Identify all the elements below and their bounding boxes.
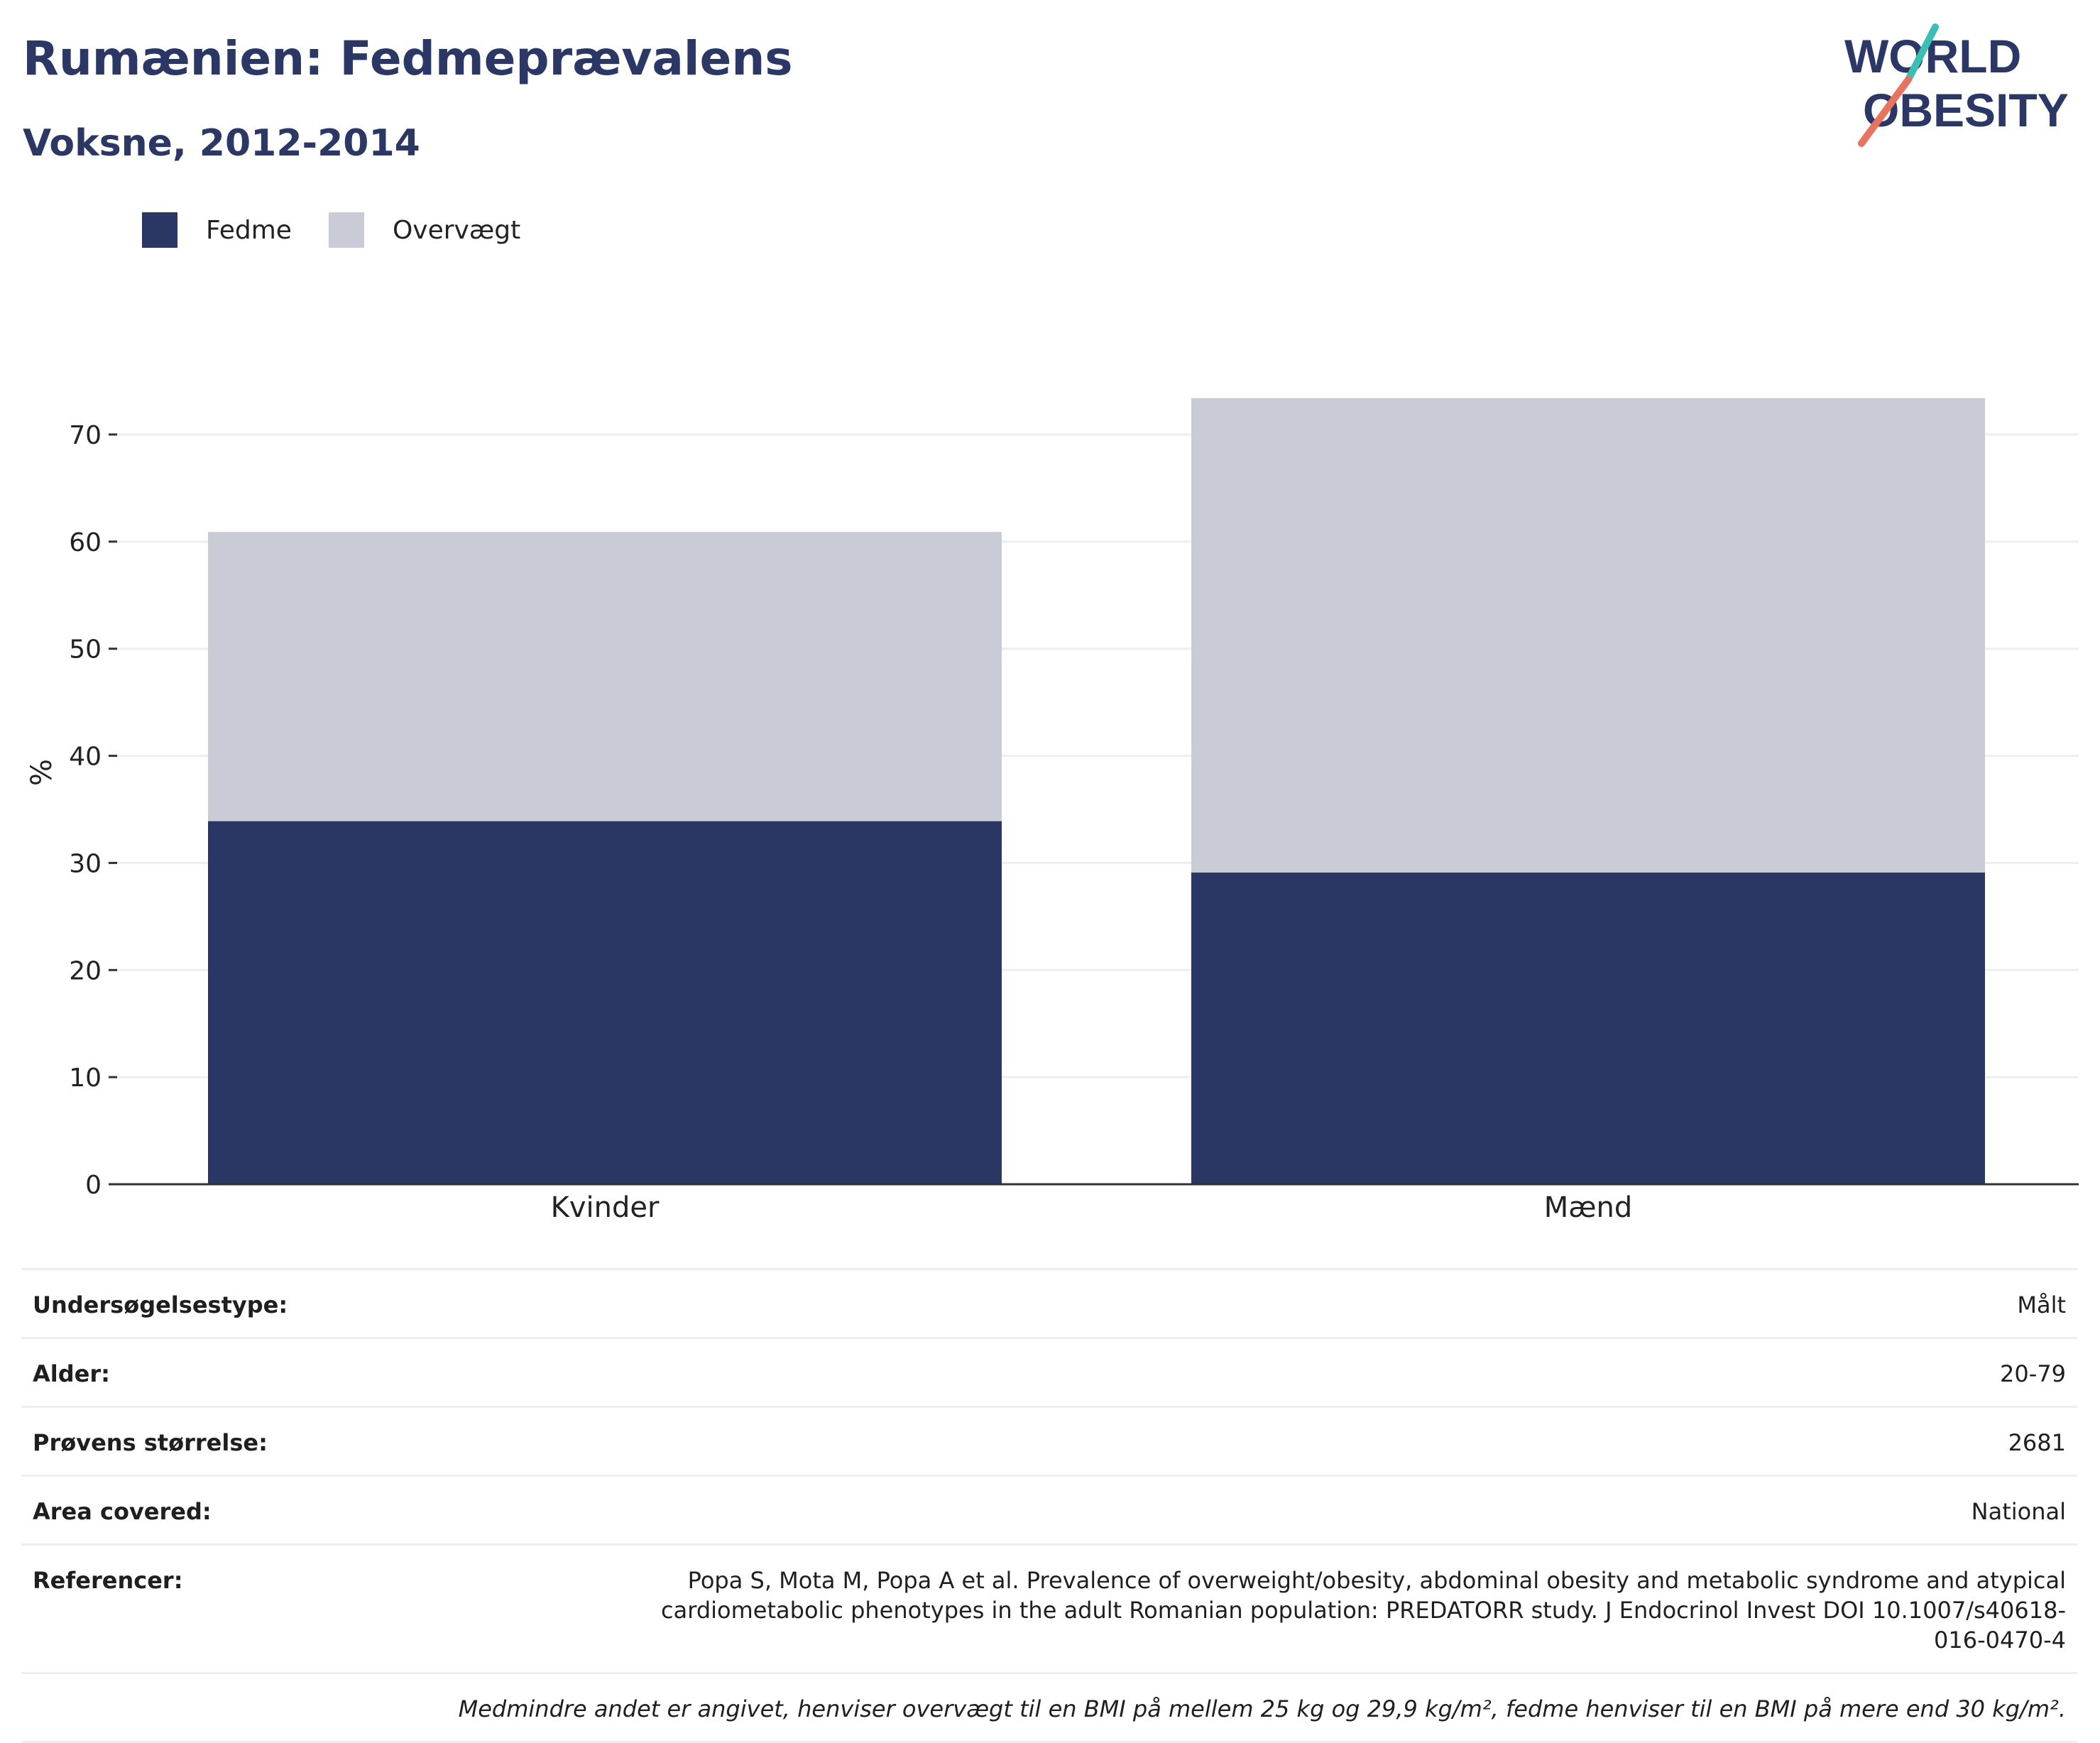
y-axis-label: % — [26, 759, 58, 786]
info-row-value: 20-79 — [2000, 1360, 2066, 1387]
legend-item-fedme[interactable]: Fedme — [142, 212, 292, 248]
legend-swatch-fedme — [142, 212, 177, 248]
y-tick-label: 50 — [69, 635, 102, 665]
chart-title: Rumænien: Fedmeprævalens — [23, 31, 793, 86]
bars — [208, 398, 1985, 1184]
y-tick-label: 40 — [69, 743, 102, 772]
y-tick-label: 0 — [85, 1171, 102, 1200]
y-tick-label: 10 — [69, 1064, 102, 1093]
info-row-label: Referencer: — [33, 1567, 183, 1594]
y-axis-ticks: 0 10 20 30 40 50 60 70 — [69, 421, 117, 1200]
y-tick-label: 60 — [69, 528, 102, 557]
y-tick-label: 30 — [69, 849, 102, 878]
x-tick-label: Mænd — [1544, 1191, 1633, 1224]
info-row: Area covered: National — [21, 1475, 2077, 1543]
legend-item-overvaegt[interactable]: Overvægt — [328, 212, 521, 248]
logo-teal-slash — [1905, 23, 1939, 83]
y-tick-label: 20 — [69, 956, 102, 985]
info-row-value: Målt — [2017, 1291, 2066, 1318]
bar-fedme-maend[interactable] — [1191, 873, 1985, 1184]
info-row-label: Prøvens størrelse: — [33, 1429, 268, 1456]
x-tick-label: Kvinder — [551, 1191, 660, 1224]
legend-label-fedme: Fedme — [206, 215, 292, 245]
info-table: Undersøgelsestype: Målt Alder: 20-79 Prøvens… — [21, 1268, 2077, 1743]
logo-coral-slash — [1858, 76, 1912, 147]
bar-overvaegt-kvinder[interactable] — [208, 532, 1002, 821]
info-row-label: Undersøgelsestype: — [33, 1291, 288, 1318]
bar-overvaegt-maend[interactable] — [1191, 398, 1985, 873]
info-row-label: Area covered: — [33, 1498, 212, 1525]
world-obesity-logo: WORLD OBESITY — [1844, 23, 2069, 147]
bar-chart: 0 10 20 30 40 50 60 70 Kvinder Mænd % — [26, 398, 2079, 1224]
info-row-label: Alder: — [33, 1360, 110, 1387]
legend-swatch-overvaegt — [328, 212, 364, 248]
chart-subtitle: Voksne, 2012-2014 — [23, 122, 420, 165]
legend: Fedme Overvægt — [142, 212, 557, 248]
info-row-value: Popa S, Mota M, Popa A et al. Prevalence… — [661, 1567, 2066, 1654]
legend-label-overvaegt: Overvægt — [392, 215, 521, 245]
info-row: Prøvens størrelse: 2681 — [21, 1406, 2077, 1475]
y-tick-label: 70 — [69, 421, 102, 450]
bar-fedme-kvinder[interactable] — [208, 821, 1002, 1184]
definition-note: Medmindre andet er angivet, henviser ove… — [21, 1672, 2077, 1743]
info-row-value: 2681 — [2008, 1429, 2066, 1456]
info-row-value: National — [1971, 1498, 2066, 1525]
info-row: Undersøgelsestype: Målt — [21, 1268, 2077, 1337]
x-axis-ticks: Kvinder Mænd — [551, 1191, 1633, 1224]
info-row: Alder: 20-79 — [21, 1337, 2077, 1406]
info-row: Referencer: Popa S, Mota M, Popa A et al.… — [21, 1543, 2077, 1672]
